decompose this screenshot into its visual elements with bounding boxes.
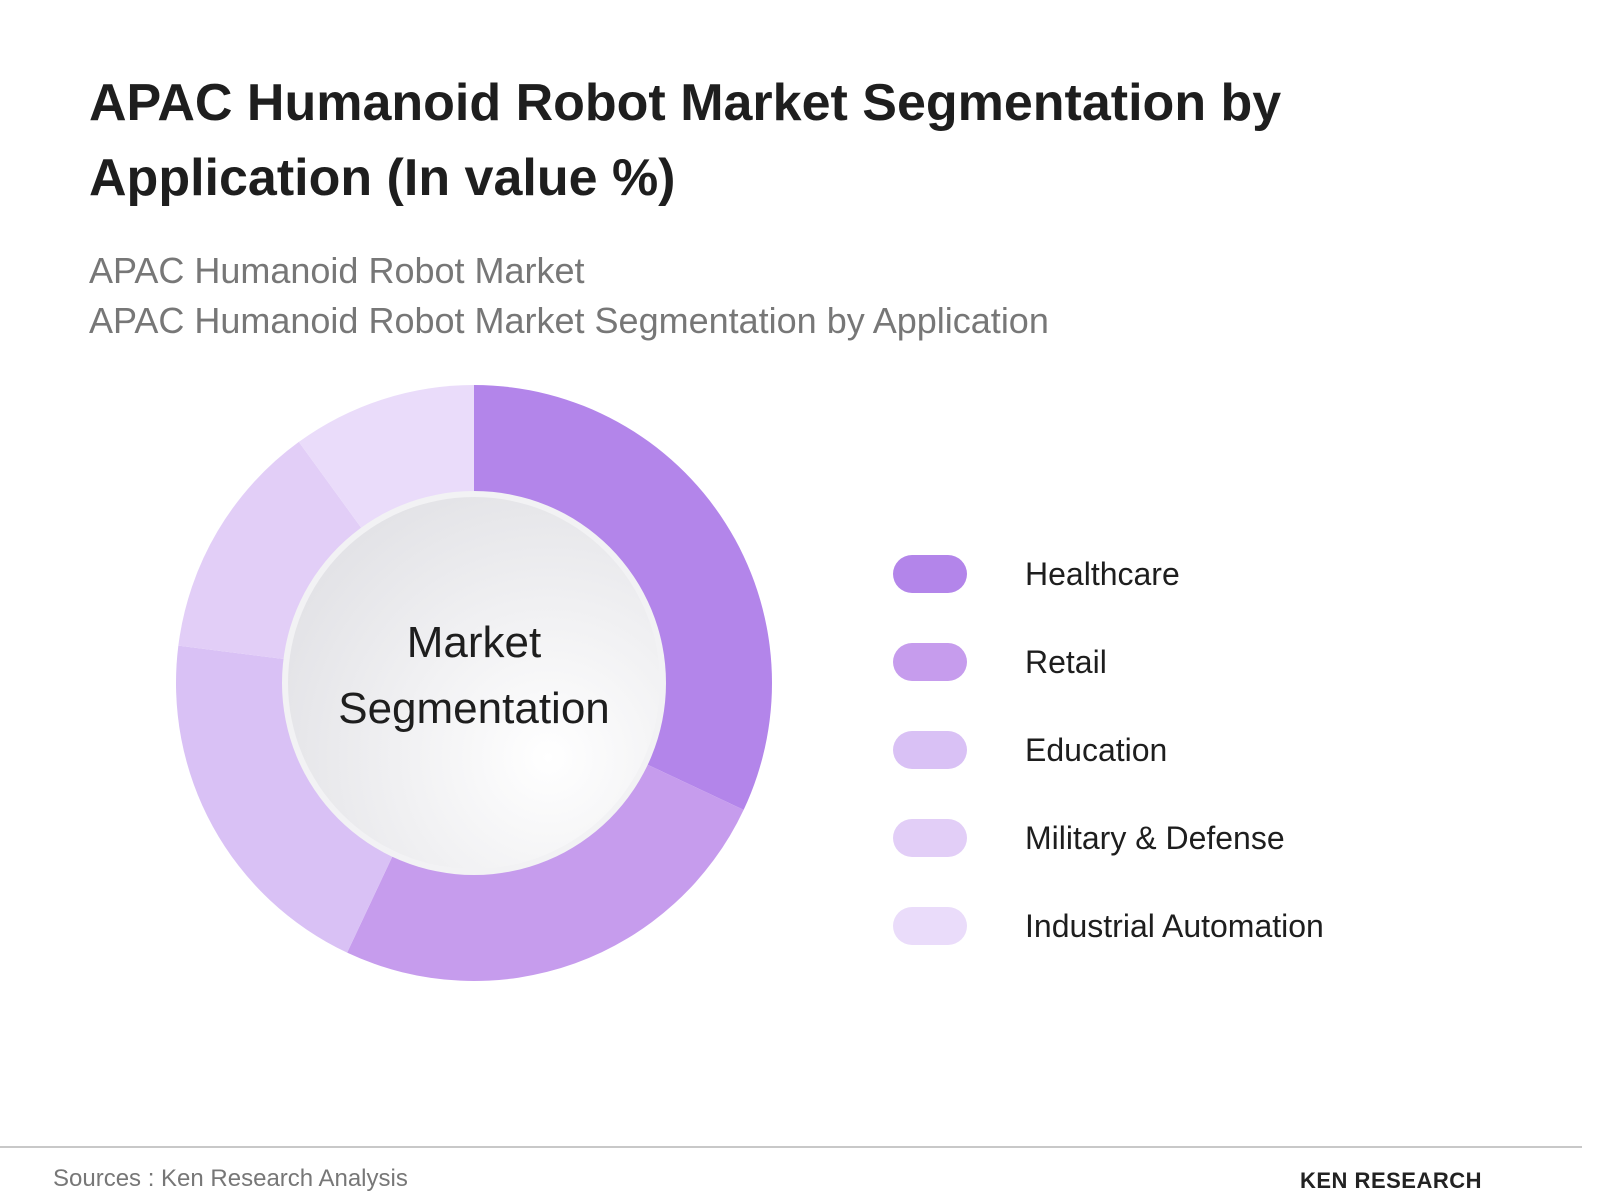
logo: KEN RESEARCH xyxy=(1300,1168,1483,1193)
legend-label: Industrial Automation xyxy=(1025,907,1324,944)
subtitle: APAC Humanoid Robot Market Segmentation … xyxy=(89,300,1049,341)
legend-item: Industrial Automation xyxy=(893,882,1324,970)
legend-swatch xyxy=(893,643,967,681)
chart-title: APAC Humanoid Robot Market Segmentation … xyxy=(89,74,1282,207)
legend-label: Education xyxy=(1025,731,1168,768)
legend: Healthcare Retail Education Military & Defe… xyxy=(893,530,1324,970)
source-note: Sources : Ken Research Analysis xyxy=(53,1165,408,1192)
legend-label: Healthcare xyxy=(1025,555,1180,592)
legend-item: Retail xyxy=(893,618,1324,706)
donut-chart xyxy=(176,385,773,982)
legend-swatch xyxy=(893,907,967,945)
legend-swatch xyxy=(893,731,967,769)
center-disc xyxy=(288,497,660,869)
subtitle: APAC Humanoid Robot Market xyxy=(89,250,585,291)
footer-rule xyxy=(0,1146,1582,1148)
legend-swatch xyxy=(893,819,967,857)
legend-swatch xyxy=(893,555,967,593)
legend-item: Military & Defense xyxy=(893,794,1324,882)
legend-item: Education xyxy=(893,706,1324,794)
legend-label: Retail xyxy=(1025,643,1107,680)
legend-item: Healthcare xyxy=(893,530,1324,618)
legend-label: Military & Defense xyxy=(1025,819,1285,856)
center-label: Market Segmentation xyxy=(338,618,610,733)
